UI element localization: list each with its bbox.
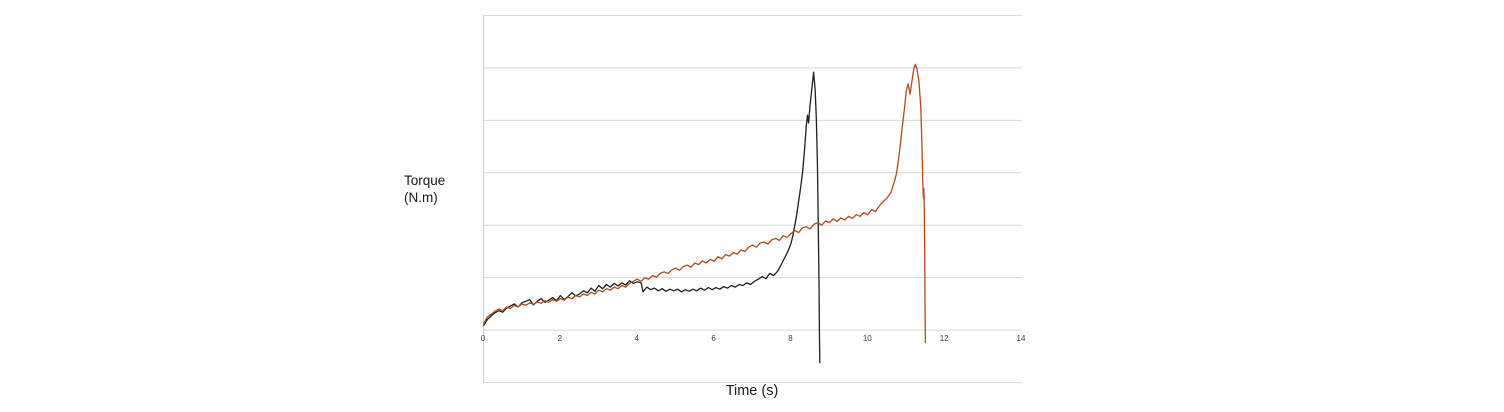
x-tick-label: 0 — [480, 334, 486, 343]
series-line-run-2-red — [483, 63, 927, 344]
x-tick-label: 2 — [557, 334, 563, 343]
y-axis-title: Torque (N.m) — [404, 173, 446, 205]
x-tick-label: 4 — [634, 334, 639, 343]
x-axis-title: Time (s) — [725, 383, 779, 399]
x-tick-label: 6 — [711, 334, 716, 343]
x-tick-label: 8 — [788, 334, 793, 343]
plot-area — [483, 15, 1022, 383]
x-tick-label: 12 — [939, 334, 949, 343]
series-line-run-1-black — [483, 71, 821, 364]
x-tick-label: 14 — [1016, 334, 1026, 343]
x-axis-tick-labels: 0 2 4 6 8 10 12 14 — [480, 334, 1026, 344]
x-tick-label: 10 — [862, 334, 872, 343]
